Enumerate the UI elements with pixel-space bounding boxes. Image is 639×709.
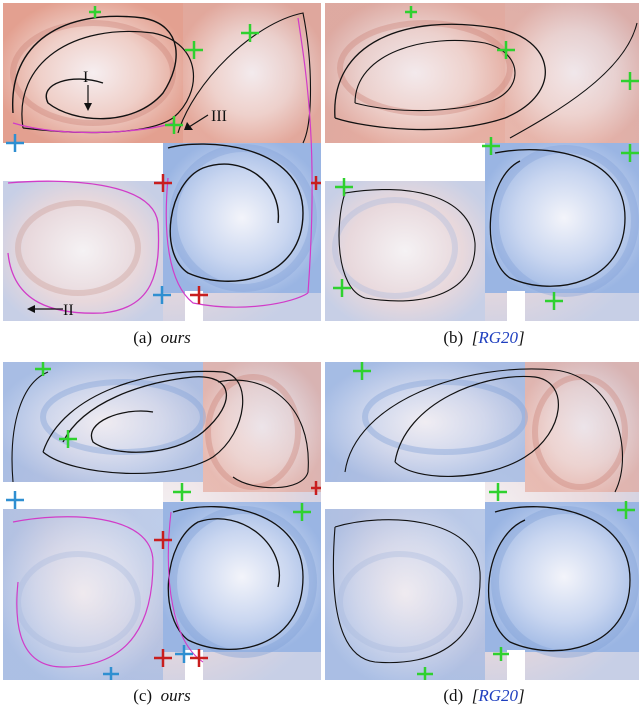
panel-a: I II III (3, 3, 321, 321)
critical-point-marker (621, 144, 639, 162)
boundary-marker (190, 649, 208, 667)
critical-point-marker (185, 41, 203, 59)
caption-a-name: ours (160, 328, 191, 347)
citation-link-RG20[interactable]: RG20 (478, 328, 518, 347)
bracket-close: ] (518, 686, 525, 705)
critical-point-marker (493, 647, 509, 661)
critical-point-marker (59, 430, 77, 448)
boundary-marker (154, 531, 172, 549)
critical-point-marker (417, 667, 433, 680)
caption-a: (a) ours (3, 328, 321, 348)
critical-point-marker (241, 24, 259, 42)
critical-point-marker (353, 362, 371, 380)
annotation-II: II (63, 302, 74, 319)
caption-d-label: (d) (443, 686, 464, 705)
boundary-marker (154, 649, 172, 667)
panel-d (325, 362, 639, 680)
panel-b (325, 3, 639, 321)
critical-point-marker (545, 292, 563, 310)
critical-point-marker (333, 279, 351, 297)
boundary-marker (6, 134, 24, 152)
critical-point-marker (165, 116, 183, 134)
boundary-marker (190, 286, 208, 304)
boundary-marker (6, 491, 24, 509)
caption-b-label: (b) (443, 328, 464, 347)
critical-point-marker (497, 41, 515, 59)
critical-point-marker (405, 6, 417, 18)
caption-c: (c) ours (3, 686, 321, 706)
panel-d-image (325, 362, 639, 680)
critical-point-marker (621, 72, 639, 90)
caption-d: (d) [RG20] (325, 686, 639, 706)
critical-point-marker (89, 6, 101, 18)
caption-c-label: (c) (133, 686, 153, 705)
critical-point-marker (173, 483, 191, 501)
panel-c-image (3, 362, 321, 680)
critical-point-marker (35, 362, 51, 376)
citation-link-RG20[interactable]: RG20 (478, 686, 518, 705)
annotation-III: III (211, 108, 227, 125)
bracket-open: [ (471, 328, 479, 347)
boundary-marker (153, 286, 171, 304)
critical-point-marker (617, 501, 635, 519)
panel-b-image (325, 3, 639, 321)
boundary-marker (154, 174, 172, 192)
boundary-marker (175, 645, 193, 663)
critical-point-marker (293, 503, 311, 521)
boundary-marker (311, 176, 321, 190)
boundary-marker (103, 667, 119, 680)
critical-point-marker (482, 137, 500, 155)
critical-point-marker (489, 483, 507, 501)
annotation-I: I (83, 69, 88, 86)
caption-b: (b) [RG20] (325, 328, 639, 348)
critical-point-marker (335, 178, 353, 196)
bracket-open: [ (471, 686, 479, 705)
panel-c (3, 362, 321, 680)
caption-c-name: ours (160, 686, 191, 705)
boundary-marker (311, 481, 321, 495)
caption-a-label: (a) (133, 328, 153, 347)
bracket-close: ] (518, 328, 525, 347)
panel-a-image: I II III (3, 3, 321, 321)
